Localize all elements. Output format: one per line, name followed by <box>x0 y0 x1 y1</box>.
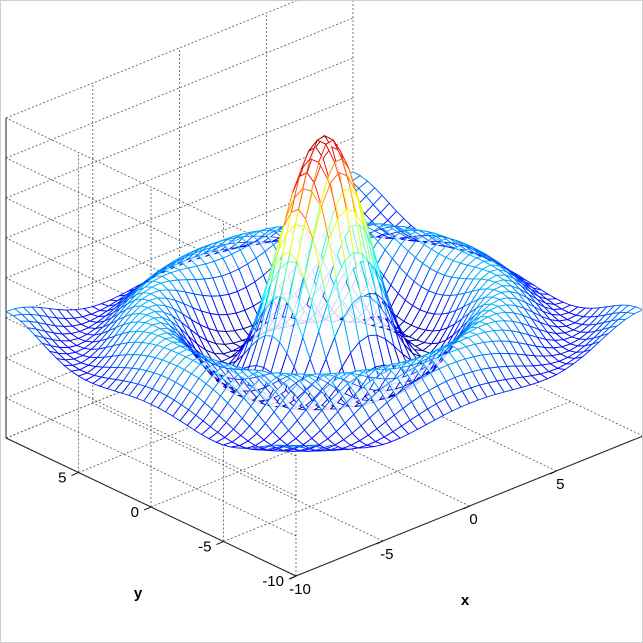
x-tick-label: 5 <box>556 476 564 493</box>
x-tick-label: -10 <box>289 581 311 598</box>
y-tick-label: -10 <box>262 573 284 590</box>
x-tick-label: -5 <box>380 546 393 563</box>
x-tick-mark <box>376 540 383 545</box>
wall-grid-line <box>5 397 297 537</box>
y-tick-mark <box>288 575 297 580</box>
y-axis-label: y <box>134 585 143 602</box>
y-tick-mark <box>143 506 152 511</box>
wall-grid-line <box>5 357 297 497</box>
x-tick-mark <box>463 505 470 510</box>
x-axis-label: x <box>461 592 470 609</box>
y-tick-label: 0 <box>131 504 139 521</box>
x-tick-mark <box>550 470 557 475</box>
tick-labels: -10 -5 0 5 -10 -5 0 5 <box>58 470 564 599</box>
y-tick-label: 5 <box>58 470 66 487</box>
y-tick-mark <box>216 541 224 545</box>
y-tick-mark <box>71 472 79 476</box>
x-tick-label: 0 <box>469 511 477 528</box>
y-tick-label: -5 <box>198 539 211 556</box>
surface-mesh <box>4 134 642 452</box>
mesh-cell <box>625 306 642 315</box>
